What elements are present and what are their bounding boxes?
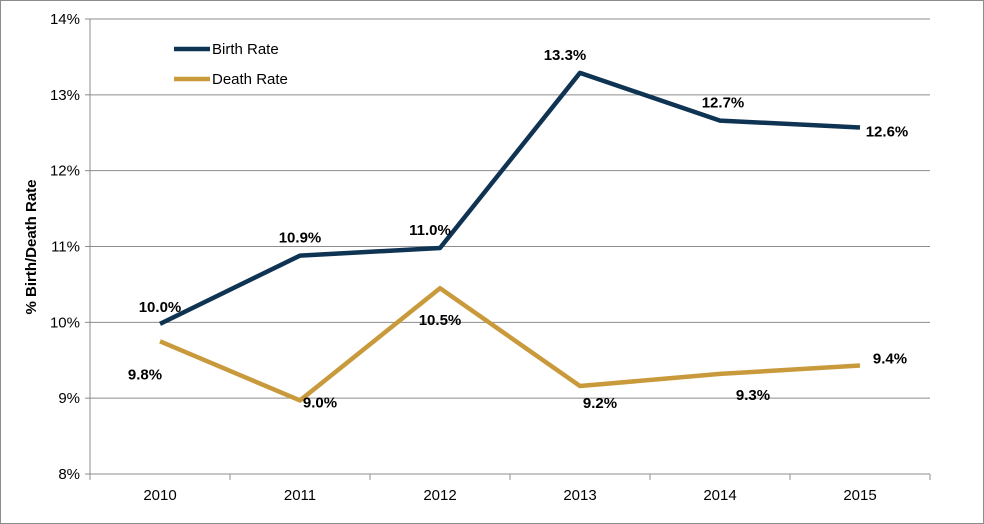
birth-rate-data-label: 10.0% xyxy=(139,299,182,316)
birth-rate-data-label: 13.3% xyxy=(544,47,587,64)
death-rate-line xyxy=(159,285,861,403)
birth-rate-data-label: 10.9% xyxy=(279,230,322,247)
x-tick-label: 2012 xyxy=(423,487,456,504)
y-tick-label: 8% xyxy=(58,466,80,483)
death-rate-data-label: 10.5% xyxy=(419,312,462,329)
x-tick-label: 2010 xyxy=(143,487,176,504)
birth-rate-line xyxy=(159,70,861,326)
birth-rate-data-label: 11.0% xyxy=(409,222,451,239)
y-tick-label: 11% xyxy=(51,239,80,256)
y-tick-label: 12% xyxy=(50,163,80,180)
x-tick-label: 2014 xyxy=(703,487,736,504)
y-tick-label: 13% xyxy=(50,87,80,104)
y-tick-label: 10% xyxy=(50,314,80,331)
y-tick-label: 14% xyxy=(50,11,80,28)
y-axis-label: % Birth/Death Rate xyxy=(23,179,40,314)
series-lines xyxy=(159,70,861,403)
birth-rate-data-label: 12.6% xyxy=(866,123,909,140)
death-rate-data-label: 9.3% xyxy=(736,387,770,404)
y-tick-label: 9% xyxy=(58,390,80,407)
data-labels: 10.0% 10.9% 11.0% 13.3% 12.7% 12.6% 9.8% 9.0% 10… xyxy=(128,47,908,412)
legend: Birth Rate Death Rate xyxy=(174,41,288,88)
death-rate-data-label: 9.0% xyxy=(303,394,337,411)
death-rate-data-label: 9.8% xyxy=(128,366,162,383)
x-tick-label: 2015 xyxy=(843,487,876,504)
death-rate-data-label: 9.4% xyxy=(873,351,907,368)
birth-rate-data-label: 12.7% xyxy=(702,95,745,112)
axes: 8% 9% 10% 11% 12% 13% 14% 2010 2011 2012 2013 2014 2… xyxy=(50,11,931,504)
legend-birth-rate-label: Birth Rate xyxy=(212,41,279,58)
gridlines xyxy=(90,18,930,399)
death-rate-data-label: 9.2% xyxy=(583,395,617,412)
x-tick-label: 2013 xyxy=(563,487,596,504)
x-tick-label: 2011 xyxy=(284,487,316,504)
legend-death-rate-label: Death Rate xyxy=(212,71,288,88)
